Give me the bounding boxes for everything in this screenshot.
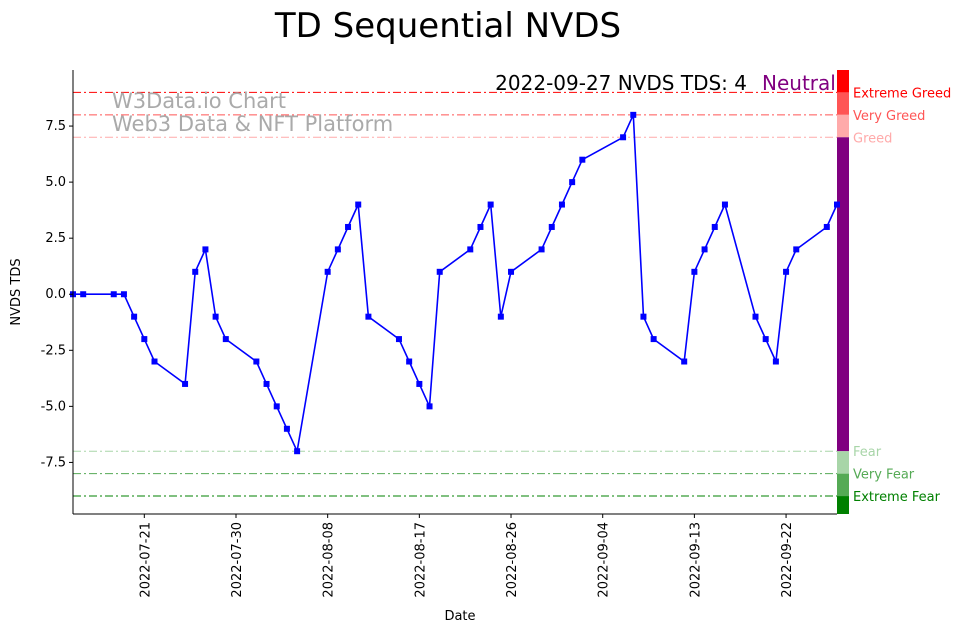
status-label: 2022-09-27 NVDS TDS: 4 <box>495 71 747 95</box>
data-point <box>650 336 657 343</box>
data-point <box>701 246 708 253</box>
data-point <box>222 336 229 343</box>
data-point <box>681 358 688 365</box>
x-axis-label: Date <box>444 609 475 624</box>
series-nvds-tds <box>70 111 840 455</box>
x-tick-label: 2022-08-26 <box>505 522 520 598</box>
data-point <box>263 380 270 387</box>
y-axis-label: NVDS TDS <box>9 258 24 325</box>
sentiment-segment <box>837 137 849 452</box>
x-ticks: 2022-07-21 2022-07-30 2022-08-08 2022-08-17… <box>138 514 795 598</box>
watermark-line-2: Web3 Data & NFT Platform <box>112 112 393 136</box>
data-point <box>508 268 515 275</box>
data-point <box>365 313 372 320</box>
data-point <box>110 291 117 298</box>
data-point <box>497 313 504 320</box>
data-point <box>80 291 87 298</box>
data-point <box>345 223 352 230</box>
x-tick-label: 2022-09-22 <box>780 522 795 598</box>
status-sentiment: Neutral <box>762 71 836 95</box>
y-tick-label: 7.5 <box>45 119 66 134</box>
data-point <box>752 313 759 320</box>
sentiment-segment <box>837 92 849 115</box>
sentiment-bar <box>837 70 849 514</box>
axes <box>72 70 837 515</box>
sentiment-segment <box>837 496 849 514</box>
data-point <box>783 268 790 275</box>
data-point <box>834 201 840 208</box>
data-point <box>640 313 647 320</box>
data-point <box>579 156 586 163</box>
x-tick-label: 2022-07-30 <box>230 522 245 598</box>
data-point <box>477 223 484 230</box>
data-point <box>691 268 698 275</box>
level-label: Extreme Greed <box>853 86 951 101</box>
data-point <box>334 246 341 253</box>
data-point <box>487 201 494 208</box>
data-point <box>772 358 779 365</box>
level-label: Fear <box>853 445 882 460</box>
data-point <box>141 336 148 343</box>
data-point <box>620 134 627 141</box>
data-point <box>395 336 402 343</box>
chart-title: TD Sequential NVDS <box>274 6 621 46</box>
x-tick-label: 2022-08-08 <box>322 522 337 598</box>
data-point <box>416 380 423 387</box>
data-point <box>630 111 637 118</box>
data-point <box>202 246 209 253</box>
level-label: Extreme Fear <box>853 490 941 505</box>
data-point <box>823 223 830 230</box>
data-point <box>324 268 331 275</box>
data-point <box>182 380 189 387</box>
data-point <box>406 358 413 365</box>
y-tick-label: 2.5 <box>45 231 66 246</box>
level-label: Very Greed <box>853 109 925 124</box>
data-point <box>273 403 280 410</box>
data-point <box>212 313 219 320</box>
x-tick-label: 2022-09-04 <box>597 522 612 598</box>
data-point <box>548 223 555 230</box>
data-point <box>192 268 199 275</box>
x-tick-label: 2022-09-13 <box>688 522 703 598</box>
sentiment-segment <box>837 473 849 497</box>
x-tick-label: 2022-08-17 <box>413 522 428 598</box>
data-point <box>253 358 260 365</box>
x-tick-label: 2022-07-21 <box>138 522 153 598</box>
level-lines: Extreme Greed Very Greed Greed Fear Very Fea… <box>73 86 951 505</box>
data-point <box>538 246 545 253</box>
data-point <box>283 425 290 432</box>
series-line <box>73 114 838 454</box>
y-tick-label: 0.0 <box>45 287 66 302</box>
data-point <box>294 448 301 455</box>
data-point <box>426 403 433 410</box>
data-point <box>355 201 362 208</box>
data-point <box>721 201 728 208</box>
data-point <box>131 313 138 320</box>
data-point <box>793 246 800 253</box>
data-point <box>762 336 769 343</box>
data-point <box>569 179 576 186</box>
y-tick-label: 5.0 <box>45 175 66 190</box>
level-label: Very Fear <box>853 468 915 483</box>
y-tick-label: -7.5 <box>41 455 66 470</box>
data-point <box>120 291 127 298</box>
y-ticks: -7.5 -5.0 -2.5 0.0 2.5 5.0 7.5 <box>41 119 73 470</box>
watermark: W3Data.io Chart Web3 Data & NFT Platform <box>112 89 393 136</box>
watermark-line-1: W3Data.io Chart <box>112 89 286 113</box>
data-point <box>558 201 565 208</box>
y-tick-label: -5.0 <box>41 399 66 414</box>
data-point <box>151 358 158 365</box>
sentiment-segment <box>837 114 849 138</box>
data-point <box>467 246 474 253</box>
y-tick-label: -2.5 <box>41 343 66 358</box>
sentiment-segment <box>837 70 849 93</box>
sentiment-segment <box>837 451 849 474</box>
level-label: Greed <box>853 131 892 146</box>
data-point <box>436 268 443 275</box>
data-point <box>711 223 718 230</box>
